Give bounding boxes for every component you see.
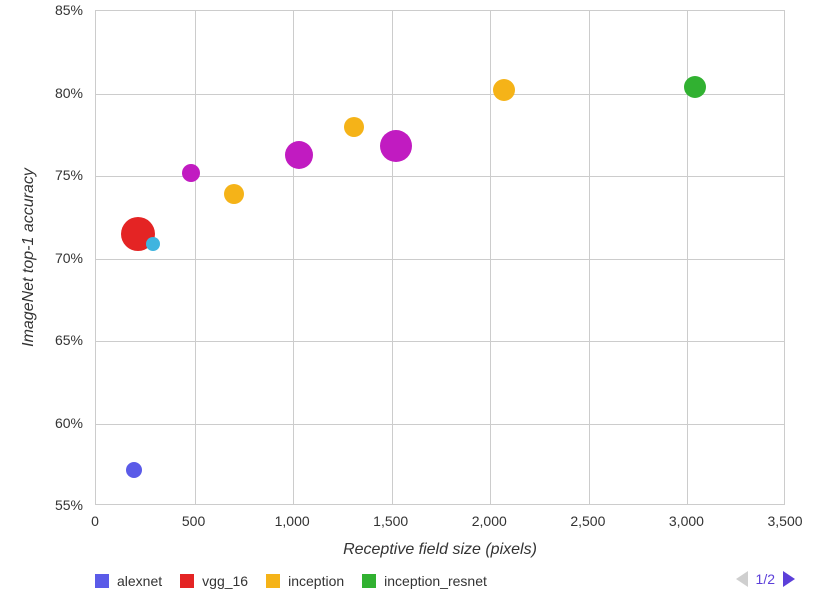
legend-swatch [95, 574, 109, 588]
legend-label: alexnet [117, 573, 162, 589]
legend-item[interactable]: inception_resnet [362, 573, 487, 589]
legend-swatch [266, 574, 280, 588]
x-tick-label: 0 [91, 513, 99, 529]
gridline-vertical [490, 11, 491, 504]
x-tick-label: 2,500 [570, 513, 605, 529]
y-tick-label: 80% [0, 85, 83, 101]
data-point[interactable] [224, 184, 244, 204]
gridline-horizontal [96, 176, 784, 177]
x-tick-label: 3,000 [669, 513, 704, 529]
data-point[interactable] [344, 117, 364, 137]
y-tick-label: 55% [0, 497, 83, 513]
legend: alexnet vgg_16 inception inception_resnet [95, 573, 487, 589]
legend-swatch [362, 574, 376, 588]
gridline-vertical [589, 11, 590, 504]
chart-container: ImageNet top-1 accuracy Receptive field … [0, 0, 813, 614]
gridline-vertical [392, 11, 393, 504]
gridline-horizontal [96, 94, 784, 95]
y-tick-label: 70% [0, 250, 83, 266]
x-axis-label: Receptive field size (pixels) [95, 541, 785, 559]
pager-page-text: 1/2 [756, 571, 775, 587]
y-tick-label: 75% [0, 167, 83, 183]
x-tick-label: 3,500 [767, 513, 802, 529]
y-tick-label: 85% [0, 2, 83, 18]
legend-item[interactable]: alexnet [95, 573, 162, 589]
gridline-horizontal [96, 341, 784, 342]
legend-label: inception [288, 573, 344, 589]
gridline-horizontal [96, 424, 784, 425]
data-point[interactable] [146, 237, 160, 251]
pager-next-icon[interactable] [783, 571, 795, 587]
data-point[interactable] [380, 130, 412, 162]
data-point[interactable] [493, 79, 515, 101]
legend-label: inception_resnet [384, 573, 487, 589]
y-tick-label: 60% [0, 415, 83, 431]
gridline-vertical [195, 11, 196, 504]
x-tick-label: 1,500 [373, 513, 408, 529]
y-tick-label: 65% [0, 332, 83, 348]
legend-label: vgg_16 [202, 573, 248, 589]
gridline-horizontal [96, 259, 784, 260]
x-tick-label: 500 [182, 513, 205, 529]
legend-swatch [180, 574, 194, 588]
x-tick-label: 2,000 [472, 513, 507, 529]
legend-item[interactable]: vgg_16 [180, 573, 248, 589]
legend-pager: 1/2 [736, 571, 795, 587]
x-tick-label: 1,000 [275, 513, 310, 529]
data-point[interactable] [285, 141, 313, 169]
data-point[interactable] [182, 164, 200, 182]
legend-item[interactable]: inception [266, 573, 344, 589]
gridline-vertical [293, 11, 294, 504]
data-point[interactable] [126, 462, 142, 478]
data-point[interactable] [684, 76, 706, 98]
plot-area [95, 10, 785, 505]
pager-prev-icon[interactable] [736, 571, 748, 587]
